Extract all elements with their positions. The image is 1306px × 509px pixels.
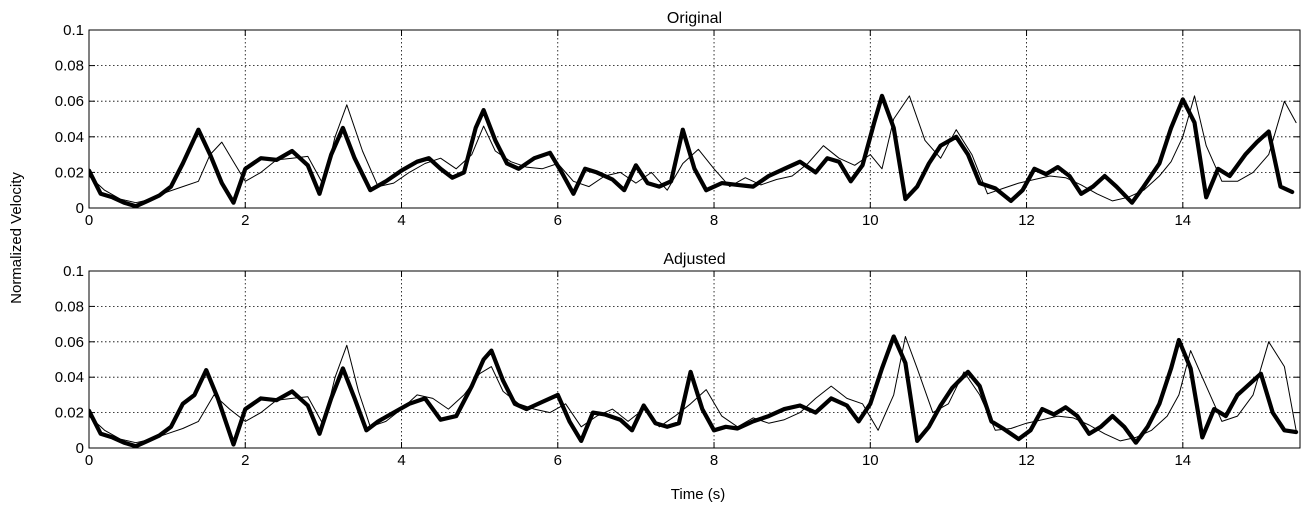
y-tick-label: 0.1 xyxy=(63,22,84,39)
y-tick-label: 0.02 xyxy=(55,164,84,181)
x-tick-label: 12 xyxy=(1018,452,1035,469)
x-tick-label: 2 xyxy=(241,452,249,469)
axes-frame xyxy=(88,29,1301,209)
y-tick-label: 0 xyxy=(76,440,84,457)
thick-series-line xyxy=(89,334,1299,448)
x-tick-label: 6 xyxy=(554,212,562,229)
y-tick-label: 0.04 xyxy=(55,129,84,146)
thick-series-line xyxy=(89,93,1295,208)
x-tick-label: 10 xyxy=(862,452,879,469)
panel-title: Original xyxy=(667,10,722,27)
y-tick-label: 0.06 xyxy=(55,93,84,110)
x-tick-label: 8 xyxy=(710,452,718,469)
x-tick-label: 0 xyxy=(85,452,93,469)
y-tick-label: 0.06 xyxy=(55,334,84,351)
x-tick-label: 4 xyxy=(397,212,405,229)
panel-adjusted: 0 2 4 6 8 10 12 14 0 0.02 0.04 0.06 0.08 0.1 Adjusted xyxy=(55,251,1301,469)
y-tick-label: 0.08 xyxy=(55,298,84,315)
y-tick-label: 0.04 xyxy=(55,369,84,386)
x-tick-label: 4 xyxy=(397,452,405,469)
y-tick-label: 0.08 xyxy=(55,58,84,75)
x-tick-label: 2 xyxy=(241,212,249,229)
x-tick-label: 12 xyxy=(1018,212,1035,229)
y-axis-label: Normalized Velocity xyxy=(8,172,25,304)
panel-title: Adjusted xyxy=(663,251,725,268)
thin-series-line xyxy=(89,336,1297,444)
x-tick-label: 14 xyxy=(1174,452,1191,469)
y-tick-label: 0.1 xyxy=(63,263,84,280)
y-tick-label: 0 xyxy=(76,200,84,217)
x-axis-label: Time (s) xyxy=(671,486,725,503)
x-tick-label: 8 xyxy=(710,212,718,229)
thin-series-line xyxy=(89,95,1297,204)
x-tick-label: 0 xyxy=(85,212,93,229)
x-tick-label: 10 xyxy=(862,212,879,229)
x-tick-label: 6 xyxy=(554,452,562,469)
series-group xyxy=(89,334,1299,448)
x-tick-label: 14 xyxy=(1174,212,1191,229)
panel-original: 0 2 4 6 8 10 12 14 0 0.02 0.04 0.06 0.08 0.1 Original xyxy=(55,10,1301,229)
series-group xyxy=(89,93,1297,208)
axes-frame xyxy=(88,270,1301,449)
y-tick-label: 0.02 xyxy=(55,405,84,422)
